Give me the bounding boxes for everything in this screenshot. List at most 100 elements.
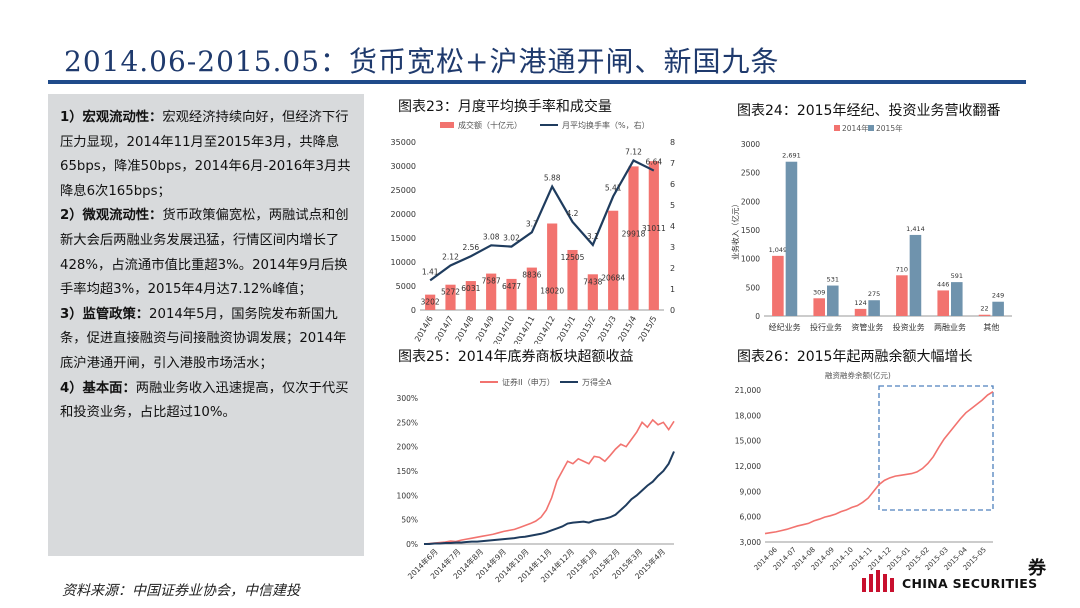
- bar-data-label: 20684: [601, 274, 625, 283]
- x-tick-label: 经纪业务: [769, 322, 801, 332]
- chart25-excess-return: 证券II（申万） 万得全A0%50%100%150%200%250%300%201…: [397, 377, 675, 584]
- y-tick-label: 150%: [397, 467, 418, 476]
- legend-swatch-2014: [834, 125, 840, 131]
- bar-data-label: 18020: [540, 287, 564, 296]
- bar-data-label: 7438: [583, 277, 602, 286]
- legend-label-2015: 2015年: [876, 123, 903, 133]
- y-tick-label: 6,000: [740, 513, 762, 522]
- x-tick-label: 投行业务: [810, 322, 842, 332]
- line-data-label: 1.41: [422, 267, 439, 276]
- line-data-label: 3.1: [587, 232, 599, 241]
- x-tick-label: 2015/5: [637, 315, 659, 344]
- x-tick-label: 2015/1: [555, 315, 577, 344]
- y-right-tick-label: 8: [670, 138, 675, 147]
- logo-mark: [862, 570, 894, 592]
- bullet-1-head: 1）宏观流动性：: [60, 110, 163, 125]
- x-tick-label: 2014/7: [433, 315, 455, 344]
- line-data-label: 2.56: [462, 243, 479, 252]
- bar-data-label: 275: [868, 290, 880, 298]
- logo-text: CHINA SECURITIES: [902, 576, 1038, 591]
- bar-data-label: 22: [980, 305, 988, 313]
- bar-data-label: 446: [937, 280, 949, 288]
- bar-data-label: 309: [813, 288, 825, 296]
- page-title: 2014.06-2015.05：货币宽松+沪港通开闸、新国九条: [64, 45, 780, 78]
- y-tick-label: 18,000: [735, 411, 761, 420]
- x-tick-label: 2015/3: [596, 315, 618, 344]
- summary-panel: 1）宏观流动性：宏观经济持续向好，但经济下行压力显现，2014年11月至2015…: [48, 94, 364, 556]
- bullet-3: 3）监管政策：2014年5月，国务院发布新国九条，促进直接融资与间接融资协调发展…: [60, 303, 356, 377]
- y-tick-label: 2500: [741, 169, 760, 178]
- bar-volume: [526, 267, 537, 310]
- bar-volume: [486, 273, 497, 310]
- bar-volume: [628, 166, 639, 310]
- title-rule: [48, 80, 1026, 84]
- y-right-tick-label: 1: [670, 285, 675, 294]
- line-data-label: 5.88: [544, 174, 561, 183]
- china-securities-logo: 券 CHINA SECURITIES: [860, 556, 1050, 596]
- bar-2014: [813, 298, 825, 316]
- bar-data-label: 1,414: [906, 225, 925, 233]
- bar-data-label: 29918: [622, 229, 646, 238]
- bar-2014: [937, 290, 949, 316]
- bar-2014: [896, 275, 908, 316]
- line-data-label: 3.7: [526, 219, 538, 228]
- bar-2015: [909, 234, 922, 316]
- bullet-3-body: 2014年5月，国务院发布新国九条，促进直接融资与间接融资协调发展；2014年底…: [60, 306, 347, 371]
- y-tick-label: 9,000: [740, 487, 762, 496]
- y-tick-label: 0: [755, 312, 760, 321]
- bullet-4-body: 两融业务收入迅速提高，仅次于代买和投资业务，占比超过10%。: [60, 380, 349, 421]
- bar-data-label: 8836: [522, 271, 541, 280]
- bar-data-label: 124: [854, 299, 866, 307]
- bar-data-label: 710: [896, 265, 908, 273]
- bar-data-label: 531: [827, 276, 839, 284]
- y-axis-title: 业务收入（亿元）: [730, 200, 740, 260]
- line-data-label: 3.02: [503, 234, 520, 243]
- y-left-tick-label: 5000: [396, 282, 416, 291]
- bullet-2: 2）微观流动性：货币政策偏宽松，两融试点和创新大会后两融业务发展迅猛，行情区间内…: [60, 204, 356, 302]
- bar-volume: [547, 223, 558, 310]
- y-right-tick-label: 0: [670, 306, 675, 315]
- bar-2015: [992, 301, 1004, 316]
- bar-data-label: 3202: [421, 298, 440, 307]
- series-line-margin-balance: [764, 391, 994, 535]
- bar-volume: [465, 281, 476, 310]
- y-left-tick-label: 25000: [391, 186, 416, 195]
- line-turnover: [429, 159, 655, 282]
- chart26-margin-balance: 融资融券余额(亿元) 3,000 6,000 9,000 12,000 15,000 18,…: [735, 370, 994, 572]
- bar-volume: [506, 278, 517, 310]
- x-tick-label: 其他: [983, 322, 999, 332]
- y-left-tick-label: 30000: [391, 162, 416, 171]
- bar-data-label: 6031: [461, 284, 480, 293]
- legend-label-wind-a: 万得全A: [582, 377, 612, 387]
- y-right-tick-label: 2: [670, 264, 675, 273]
- x-tick-label: 2014/8: [454, 315, 476, 344]
- y-tick-label: 21,000: [735, 386, 761, 395]
- x-tick-label: 2015/2: [576, 315, 598, 344]
- y-right-tick-label: 5: [670, 201, 675, 210]
- series-line-wind-a: [424, 451, 675, 545]
- chart23-turnover-volume: 成交额（十亿元） 月平均换手率（%，右） 0 5000 10000 15000 20000 2…: [391, 120, 676, 344]
- x-tick-label: 资管业务: [851, 322, 883, 332]
- series-line-securities: [423, 418, 675, 545]
- bar-volume: [567, 249, 578, 310]
- bullet-1: 1）宏观流动性：宏观经济持续向好，但经济下行压力显现，2014年11月至2015…: [60, 106, 356, 204]
- legend-label-volume: 成交额（十亿元）: [458, 120, 522, 130]
- bullet-list: 1）宏观流动性：宏观经济持续向好，但经济下行压力显现，2014年11月至2015…: [60, 106, 356, 426]
- bar-data-label: 2,691: [782, 152, 801, 160]
- y-tick-label: 15,000: [735, 437, 761, 446]
- x-tick-label: 2014/9: [474, 315, 496, 344]
- x-tick-label: 2014/6: [413, 315, 435, 344]
- y-left-tick-label: 0: [411, 306, 416, 315]
- bullet-3-head: 3）监管政策：: [60, 306, 150, 322]
- line-data-label: 4.2: [567, 209, 579, 218]
- bar-2015: [868, 300, 880, 316]
- y-tick-label: 2000: [741, 197, 760, 206]
- chart24-title: 图表24：2015年经纪、投资业务营收翻番: [737, 103, 1001, 119]
- y-tick-label: 250%: [397, 418, 418, 427]
- bar-volume: [425, 294, 436, 310]
- logo-glyph: 券: [1028, 558, 1046, 579]
- bar-2015: [827, 285, 839, 316]
- x-tick-label: 投资业务: [893, 322, 925, 332]
- y-left-tick-label: 35000: [391, 138, 416, 147]
